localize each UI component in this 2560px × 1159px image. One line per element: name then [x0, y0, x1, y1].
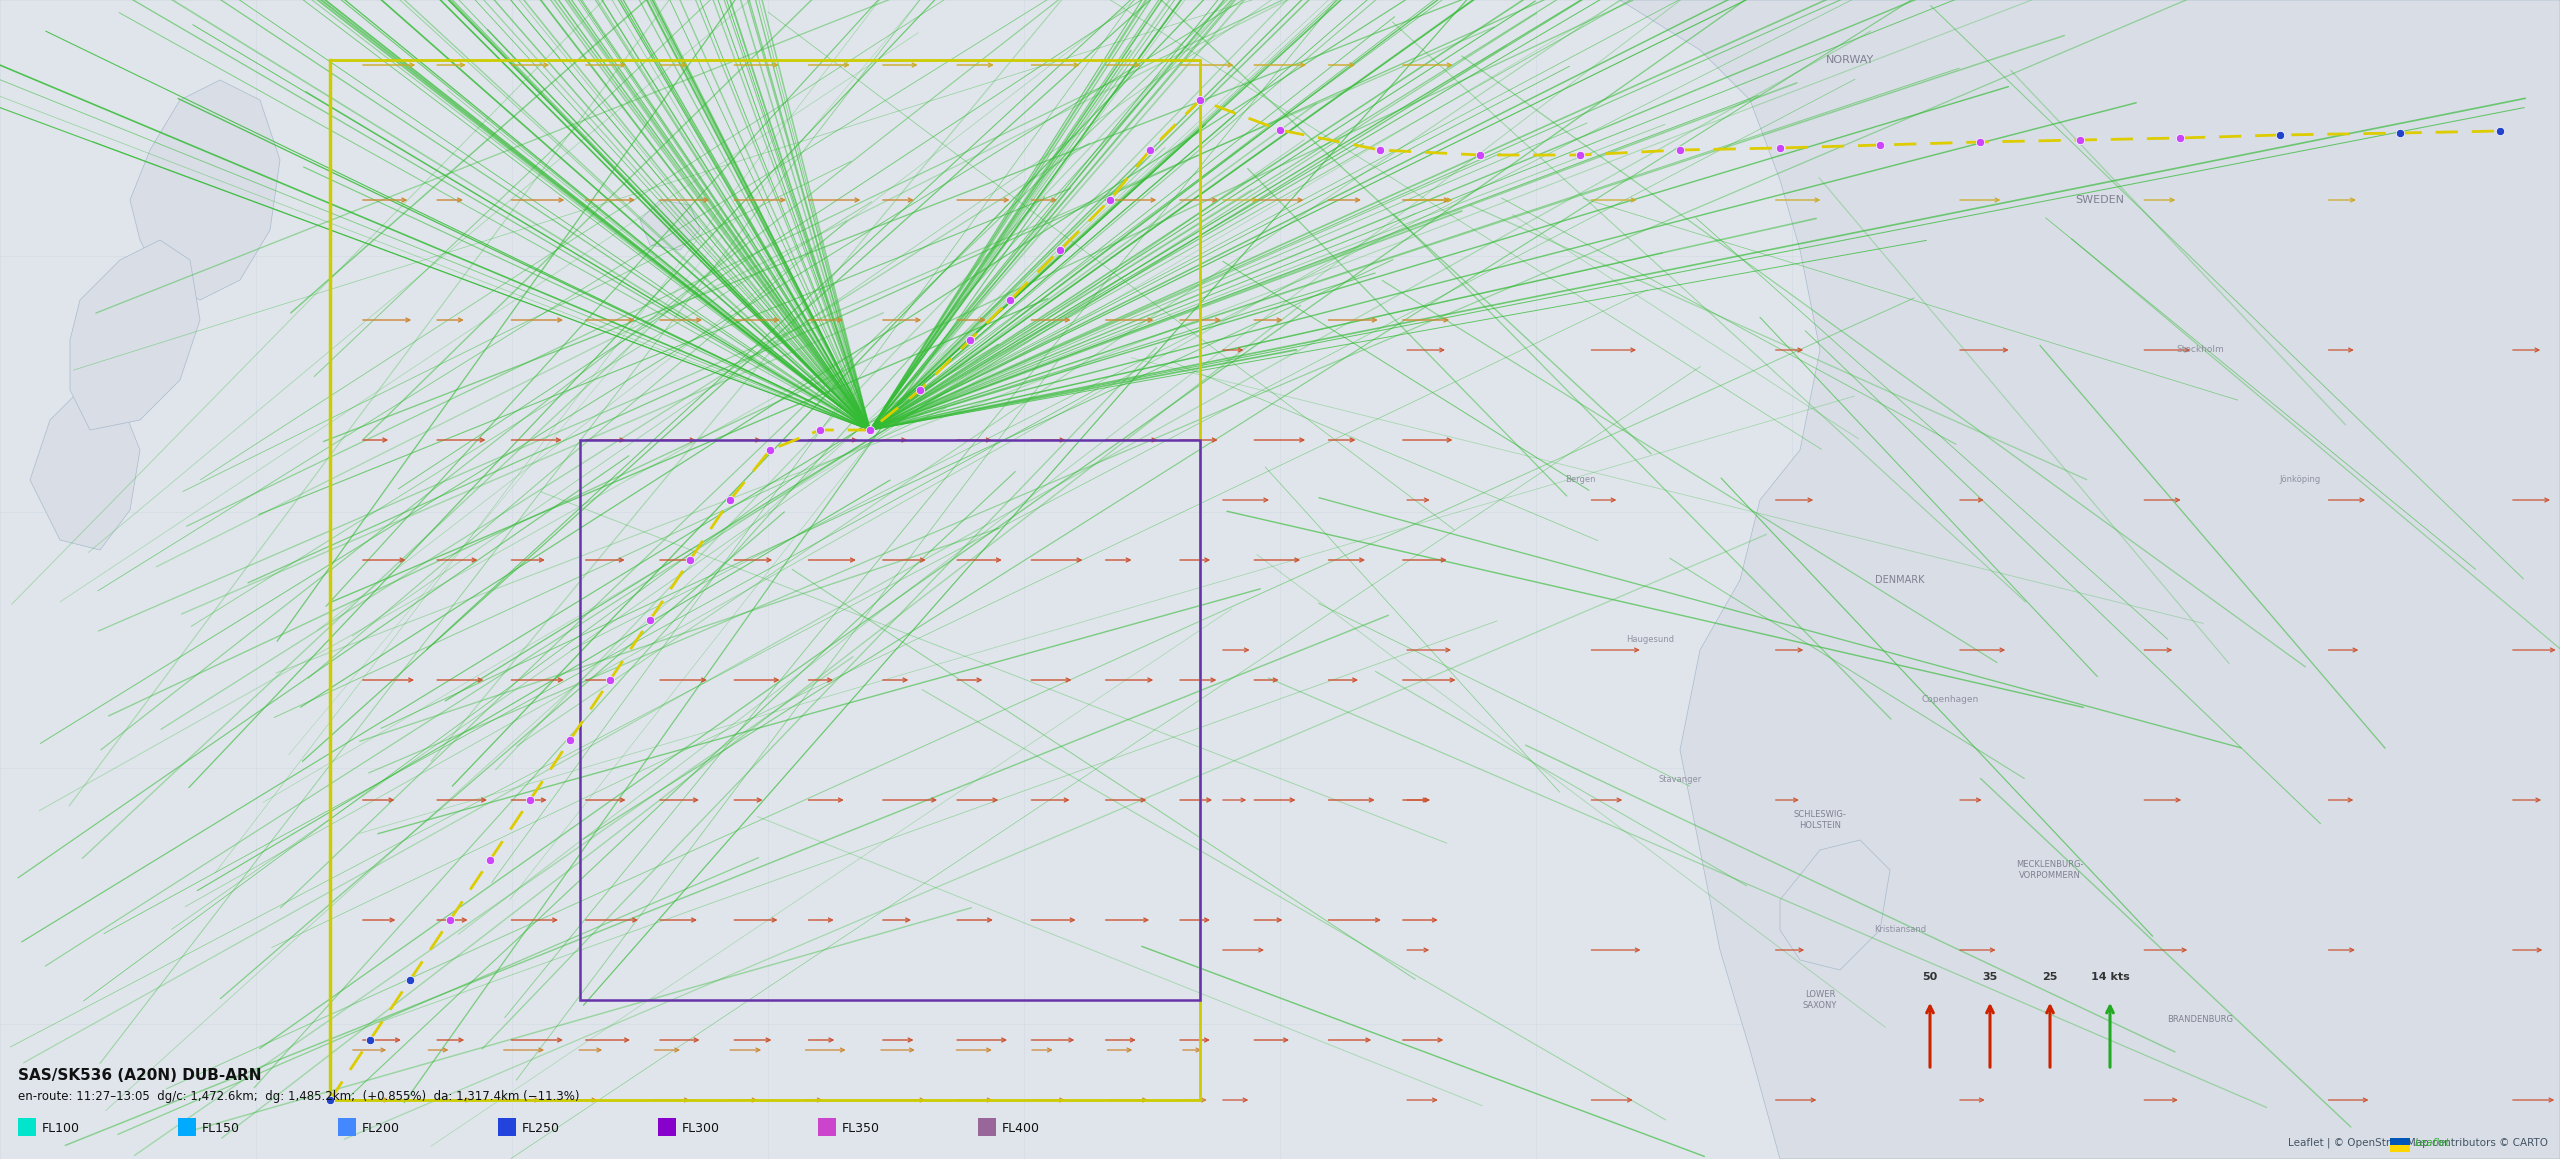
- Bar: [581, 440, 1201, 1000]
- Polygon shape: [31, 389, 141, 551]
- Text: FL200: FL200: [361, 1123, 399, 1136]
- Text: en-route: 11:27–13:05  dg/c: 1,472.6km;  dg: 1,485.2km;  (+0.855%)  da: 1,317.4k: en-route: 11:27–13:05 dg/c: 1,472.6km; d…: [18, 1089, 579, 1103]
- Text: BRANDENBURG: BRANDENBURG: [2166, 1015, 2232, 1025]
- Bar: [330, 60, 1201, 1100]
- Text: LOWER
SAXONY: LOWER SAXONY: [1802, 990, 1838, 1009]
- Text: Kristiansand: Kristiansand: [1874, 926, 1925, 934]
- Text: 35: 35: [1981, 972, 1997, 982]
- Text: 25: 25: [2043, 972, 2058, 982]
- Text: Copenhagen: Copenhagen: [1923, 695, 1979, 705]
- Text: DENMARK: DENMARK: [1876, 575, 1925, 585]
- Polygon shape: [1620, 0, 2560, 1159]
- Text: Stavanger: Stavanger: [1659, 775, 1702, 785]
- Polygon shape: [640, 201, 699, 250]
- Text: NORWAY: NORWAY: [1825, 54, 1874, 65]
- Text: Stockholm: Stockholm: [2176, 345, 2225, 355]
- Text: FL250: FL250: [522, 1123, 561, 1136]
- Text: MECKLENBURG-
VORPOMMERN: MECKLENBURG- VORPOMMERN: [2017, 860, 2084, 880]
- Text: FL100: FL100: [41, 1123, 79, 1136]
- Text: SAS/SK536 (A20N) DUB-ARN: SAS/SK536 (A20N) DUB-ARN: [18, 1067, 261, 1083]
- Text: 50: 50: [1923, 972, 1938, 982]
- Text: 14 kts: 14 kts: [2092, 972, 2130, 982]
- Bar: [18, 1118, 36, 1136]
- Bar: [179, 1118, 197, 1136]
- Text: SWEDEN: SWEDEN: [2076, 195, 2125, 205]
- Text: FL300: FL300: [681, 1123, 719, 1136]
- Text: FL350: FL350: [842, 1123, 881, 1136]
- Text: Jönköping: Jönköping: [2278, 475, 2319, 484]
- Bar: [499, 1118, 517, 1136]
- Polygon shape: [69, 240, 200, 430]
- Text: Haugesund: Haugesund: [1626, 635, 1674, 644]
- Text: Leaflet | © OpenStreetMap contributors © CARTO: Leaflet | © OpenStreetMap contributors ©…: [2289, 1137, 2547, 1149]
- Bar: [819, 1118, 837, 1136]
- Text: Bergen: Bergen: [1564, 475, 1595, 484]
- Bar: [2391, 1145, 2409, 1152]
- Bar: [338, 1118, 356, 1136]
- Bar: [2391, 1138, 2409, 1145]
- Polygon shape: [1779, 840, 1889, 970]
- Text: FL400: FL400: [1001, 1123, 1039, 1136]
- Text: FL150: FL150: [202, 1123, 241, 1136]
- Bar: [978, 1118, 996, 1136]
- Text: SCHLESWIG-
HOLSTEIN: SCHLESWIG- HOLSTEIN: [1795, 810, 1846, 830]
- Polygon shape: [131, 80, 279, 300]
- Bar: [658, 1118, 676, 1136]
- Text: Leaflet: Leaflet: [2414, 1138, 2450, 1149]
